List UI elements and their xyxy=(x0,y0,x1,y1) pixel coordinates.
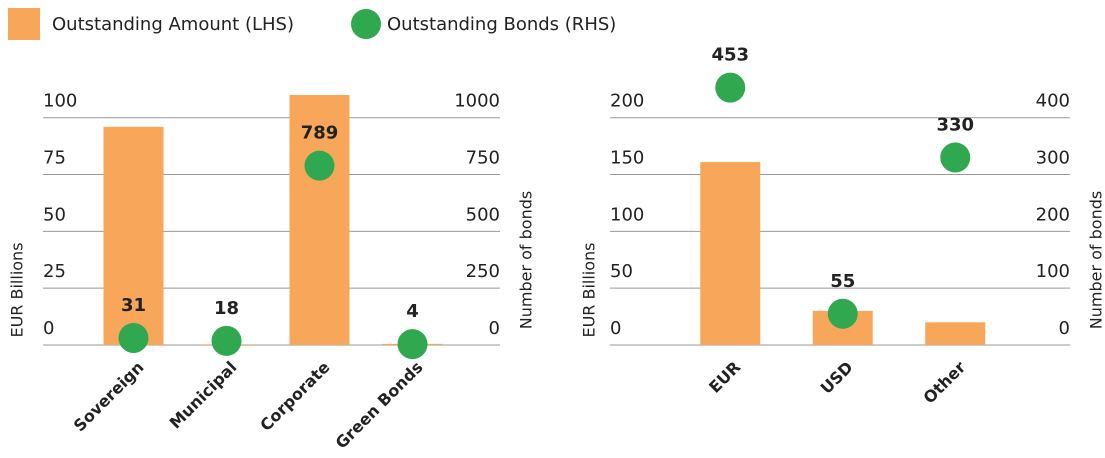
legend-label: Outstanding Bonds (RHS) xyxy=(387,14,616,35)
dot xyxy=(397,329,428,360)
x-tick-label: EUR xyxy=(705,358,744,397)
dot xyxy=(940,142,971,173)
y-tick-label: 0 xyxy=(43,318,54,339)
y-tick-label: 50 xyxy=(610,261,633,282)
x-tick-label: Corporate xyxy=(256,357,333,434)
y2-tick-label: 200 xyxy=(1036,204,1070,225)
legend-swatch xyxy=(8,8,40,40)
y-tick-label: 25 xyxy=(43,261,66,282)
y2-tick-label: 750 xyxy=(466,148,500,169)
data-label: 789 xyxy=(301,123,339,144)
y2-tick-label: 0 xyxy=(489,318,500,339)
data-label: 18 xyxy=(214,298,239,319)
dot xyxy=(118,322,149,353)
data-label: 330 xyxy=(936,115,974,136)
y-tick-label: 100 xyxy=(610,204,644,225)
y-tick-label: 150 xyxy=(610,148,644,169)
y2-tick-label: 250 xyxy=(466,261,500,282)
data-label: 4 xyxy=(406,301,419,322)
y2-tick-label: 500 xyxy=(466,204,500,225)
x-tick-label: Municipal xyxy=(166,358,241,433)
dot xyxy=(827,298,858,329)
y2-tick-label: 400 xyxy=(1036,91,1070,112)
data-label: 453 xyxy=(711,45,749,66)
legend-swatch xyxy=(351,9,381,39)
bar xyxy=(925,322,986,345)
dot xyxy=(715,72,746,103)
y-tick-label: 0 xyxy=(610,318,621,339)
y2-tick-label: 300 xyxy=(1036,148,1070,169)
y-tick-label: 50 xyxy=(43,204,66,225)
bar xyxy=(289,95,350,345)
y2-tick-label: 0 xyxy=(1059,318,1070,339)
data-label: 55 xyxy=(830,271,855,292)
dot xyxy=(304,150,335,181)
x-tick-label: USD xyxy=(817,358,857,398)
y-tick-label: 100 xyxy=(43,91,77,112)
bar xyxy=(103,126,164,346)
y2-axis-title: Number of bonds xyxy=(517,191,536,329)
y2-tick-label: 100 xyxy=(1036,261,1070,282)
y-tick-label: 200 xyxy=(610,91,644,112)
y2-axis-title: Number of bonds xyxy=(1087,191,1105,329)
x-tick-label: Green Bonds xyxy=(332,358,427,453)
bar xyxy=(700,162,761,345)
x-tick-label: Other xyxy=(919,358,969,408)
dot xyxy=(211,325,242,356)
y-axis-title: EUR Billions xyxy=(8,242,27,337)
legend-label: Outstanding Amount (LHS) xyxy=(52,14,294,35)
y2-tick-label: 1000 xyxy=(454,91,500,112)
y-tick-label: 75 xyxy=(43,148,66,169)
y-axis-title: EUR Billions xyxy=(580,242,599,337)
x-tick-label: Sovereign xyxy=(70,358,148,436)
data-label: 31 xyxy=(121,295,146,316)
